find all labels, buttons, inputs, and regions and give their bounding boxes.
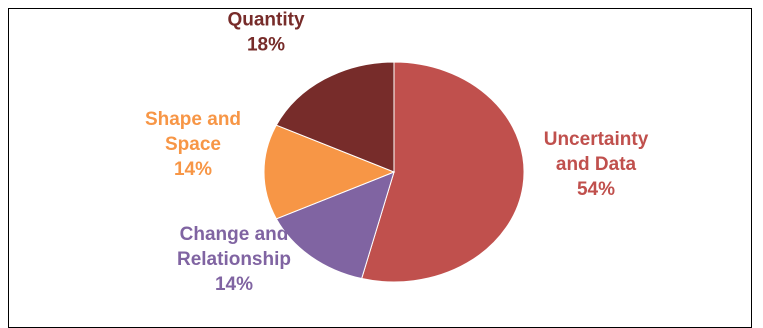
slice-label-quantity: Quantity 18%: [227, 10, 304, 56]
pie-slice-shape-and-space: [263, 124, 396, 220]
pie-slice-quantity: [275, 61, 395, 173]
slice-category-label: Relationship: [177, 249, 291, 270]
slice-category-label: and Data: [556, 154, 637, 175]
pie-slice-change-and-relationship: [275, 171, 395, 280]
slice-percent-label: 54%: [577, 179, 615, 200]
slice-percent-label: 14%: [215, 274, 253, 295]
pie-slice-uncertainty-and-data: [361, 61, 525, 283]
slice-category-label: Uncertainty: [544, 129, 649, 150]
slice-label-change-and-relationship: Change and Relationship 14%: [177, 224, 291, 295]
slice-label-shape-and-space: Shape and Space 14%: [145, 109, 241, 180]
slice-label-uncertainty-and-data: Uncertainty and Data 54%: [544, 129, 649, 200]
slice-category-label: Quantity: [227, 10, 304, 31]
slice-percent-label: 14%: [174, 159, 212, 180]
slice-category-label: Change and: [180, 224, 289, 245]
slice-category-label: Space: [165, 134, 221, 155]
slice-category-label: Shape and: [145, 109, 241, 130]
slice-percent-label: 18%: [247, 35, 285, 56]
